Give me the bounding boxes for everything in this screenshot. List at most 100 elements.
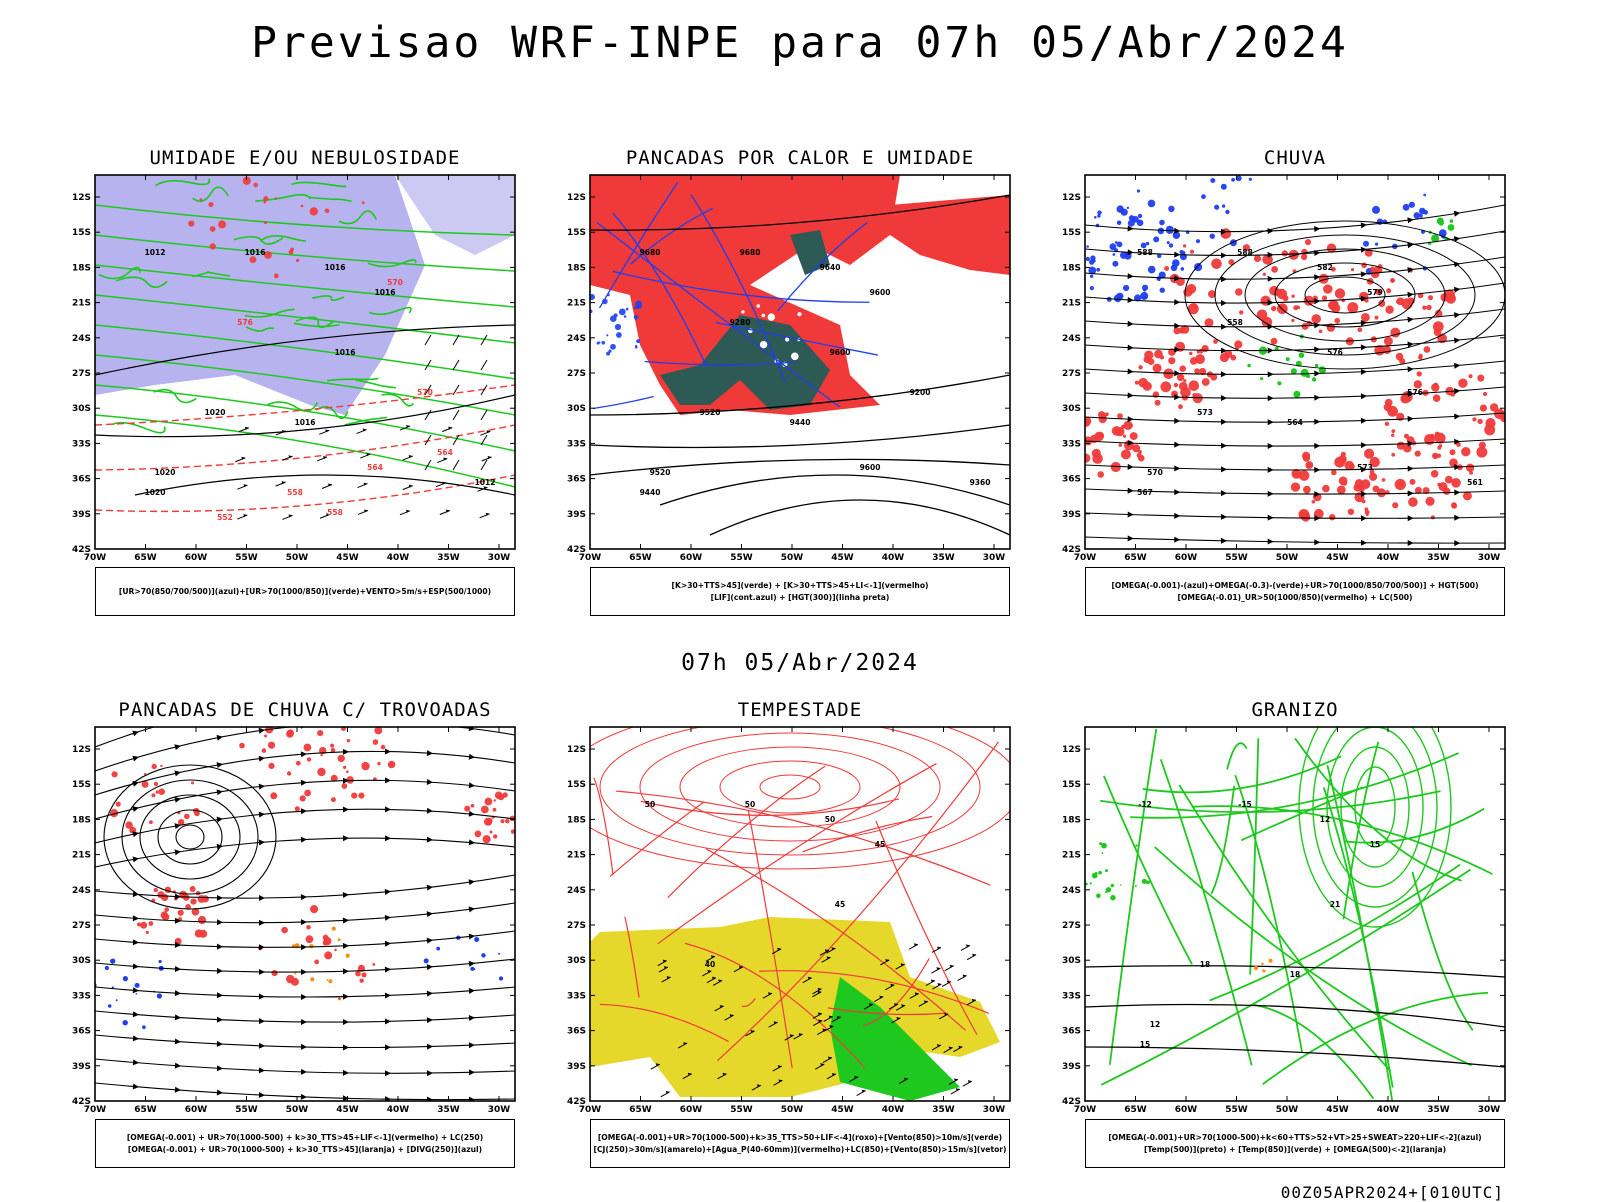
- map-pancadas-trovoadas: 12S 15S 18S 21S 24S 27S 30S 33S 36S 39S 42S 70W 65W 6…: [65, 721, 523, 1127]
- lon-label: 55W: [1225, 1105, 1248, 1115]
- lon-label: 35W: [1427, 553, 1450, 563]
- contour-label: 15: [1370, 840, 1380, 849]
- lat-label: 15S: [1062, 780, 1081, 790]
- contour-label: 45: [835, 900, 845, 909]
- panel-title-tempestade: TEMPESTADE: [737, 699, 863, 721]
- run-time-label: 00Z05APR2024+[010UTC]: [1280, 1183, 1504, 1202]
- lat-label: 36S: [567, 475, 586, 485]
- lat-label: 33S: [567, 439, 586, 449]
- contour-label: -15: [1238, 800, 1252, 809]
- lat-label: 21S: [1062, 851, 1081, 861]
- lon-label: 70W: [579, 553, 602, 563]
- contour-label: 9640: [820, 263, 841, 272]
- legend-line: [K>30+TTS>45](verde) + [K>30+TTS>45+LI<-…: [671, 580, 929, 590]
- legend-line: [CJ(250)>30m/s](amarelo)+[Agua_P(40-60mm…: [593, 1144, 1007, 1154]
- lat-label: 24S: [1062, 334, 1081, 344]
- lat-label: 18S: [567, 263, 586, 273]
- lat-label: 27S: [567, 369, 586, 379]
- lat-label: 18S: [1062, 815, 1081, 825]
- contour-label: 1020: [155, 468, 176, 477]
- contour-label: 9680: [640, 248, 661, 257]
- panel-title-granizo: GRANIZO: [1251, 699, 1339, 721]
- lon-label: 40W: [1377, 553, 1400, 563]
- contour-label: 573: [1357, 463, 1373, 472]
- lat-label: 21S: [72, 851, 91, 861]
- lat-label: 15S: [1062, 228, 1081, 238]
- contour-label: 573: [1197, 408, 1213, 417]
- lon-label: 60W: [680, 1105, 703, 1115]
- contour-label: 9200: [910, 388, 931, 397]
- lon-label: 55W: [1225, 553, 1248, 563]
- map-layers-umidade: 1012 1016 1016 1016 1016 1020 1020 1020 1016 1012…: [95, 175, 515, 522]
- map-svg-chuva: 588 588 582 579 576 573 570 567 564 561 558 576 573 1…: [1062, 174, 1506, 563]
- lat-label: 24S: [72, 886, 91, 896]
- lat-label: 21S: [567, 851, 586, 861]
- contour-label: 9440: [790, 418, 811, 427]
- lat-label: 36S: [72, 1027, 91, 1037]
- map-svg-tempestade: 50 50 50 45 45 40 12S 15S 18S 21S 24S 27S 30S 33S 36S 3…: [567, 726, 1011, 1115]
- map-layers-granizo: -12 -15 12 15 21 18 12 15 18: [1085, 727, 1505, 1101]
- lat-label: 30S: [567, 956, 586, 966]
- lon-label: 50W: [781, 553, 804, 563]
- lon-label: 35W: [1427, 1105, 1450, 1115]
- lat-label: 18S: [1062, 263, 1081, 273]
- map-layers-pancadas-trovoadas: [95, 727, 515, 1101]
- contour-label: 21: [1330, 900, 1340, 909]
- lon-label: 30W: [983, 553, 1006, 563]
- lon-label: 55W: [235, 1105, 258, 1115]
- lon-label: 65W: [629, 553, 652, 563]
- contour-label: 1016: [375, 288, 396, 297]
- lon-label: 55W: [730, 1105, 753, 1115]
- lon-label: 70W: [1074, 1105, 1097, 1115]
- contour-label: 18: [1200, 960, 1210, 969]
- lon-label: 60W: [185, 553, 208, 563]
- contour-label: 9440: [640, 488, 661, 497]
- contour-label: 564: [367, 463, 383, 472]
- contour-label: 567: [1137, 488, 1153, 497]
- lat-label: 30S: [567, 404, 586, 414]
- lat-label: 36S: [567, 1027, 586, 1037]
- lat-label: 24S: [1062, 886, 1081, 896]
- lon-label: 30W: [488, 1105, 511, 1115]
- map-svg-granizo: -12 -15 12 15 21 18 12 15 18 12S 15S 18S 21S 24S 27S 30…: [1062, 726, 1506, 1115]
- map-svg-umidade: 1012 1016 1016 1016 1016 1020 1020 1020 1016 1012…: [72, 174, 516, 563]
- contour-label: 9600: [830, 348, 851, 357]
- lon-label: 50W: [781, 1105, 804, 1115]
- lat-label: 39S: [567, 510, 586, 520]
- map-tempestade: 50 50 50 45 45 40 12S 15S 18S 21S 24S 27S 30S 33S 36S 3…: [560, 721, 1018, 1127]
- lon-label: 50W: [286, 1105, 309, 1115]
- lat-label: 21S: [567, 299, 586, 309]
- contour-label: 1016: [245, 248, 266, 257]
- lon-label: 35W: [437, 553, 460, 563]
- lon-label: 60W: [1175, 553, 1198, 563]
- contour-label: 50: [825, 815, 835, 824]
- main-title: Previsao WRF-INPE para 07h 05/Abr/2024: [251, 18, 1349, 68]
- lon-label: 65W: [134, 1105, 157, 1115]
- lat-label: 39S: [72, 1062, 91, 1072]
- contour-label: 1016: [325, 263, 346, 272]
- legend-box-granizo: [OMEGA(-0.001)+UR>70(1000-500)+k<60+TTS>…: [1085, 1119, 1505, 1168]
- contour-label: -12: [1138, 800, 1152, 809]
- lat-label: 12S: [1062, 193, 1081, 203]
- contour-label: 15: [1140, 1040, 1150, 1049]
- lon-label: 70W: [84, 1105, 107, 1115]
- lon-label: 70W: [1074, 553, 1097, 563]
- lon-label: 50W: [286, 553, 309, 563]
- lon-label: 30W: [488, 553, 511, 563]
- contour-label: 50: [645, 800, 655, 809]
- contour-label: 570: [387, 278, 403, 287]
- contour-label: 1016: [295, 418, 316, 427]
- map-chuva: 588 588 582 579 576 573 570 567 564 561 558 576 573 1…: [1055, 169, 1513, 575]
- contour-label: 12: [1150, 1020, 1160, 1029]
- contour-label: 9600: [860, 463, 881, 472]
- lat-label: 12S: [72, 745, 91, 755]
- contour-label: 1020: [145, 488, 166, 497]
- map-layers-pancadas-calor: 9680 9680 9640 9600 9600 9520 9520 9440 9440 9360…: [590, 175, 1010, 536]
- contour-label: 564: [1287, 418, 1303, 427]
- legend-line: [OMEGA(-0.001) + UR>70(1000-500) + k>30_…: [127, 1144, 483, 1154]
- legend-box-umidade: [UR>70(850/700/500)](azul)+[UR>70(1000/8…: [95, 567, 515, 616]
- contour-label: 18: [1290, 970, 1300, 979]
- lon-label: 70W: [84, 553, 107, 563]
- lat-label: 12S: [567, 745, 586, 755]
